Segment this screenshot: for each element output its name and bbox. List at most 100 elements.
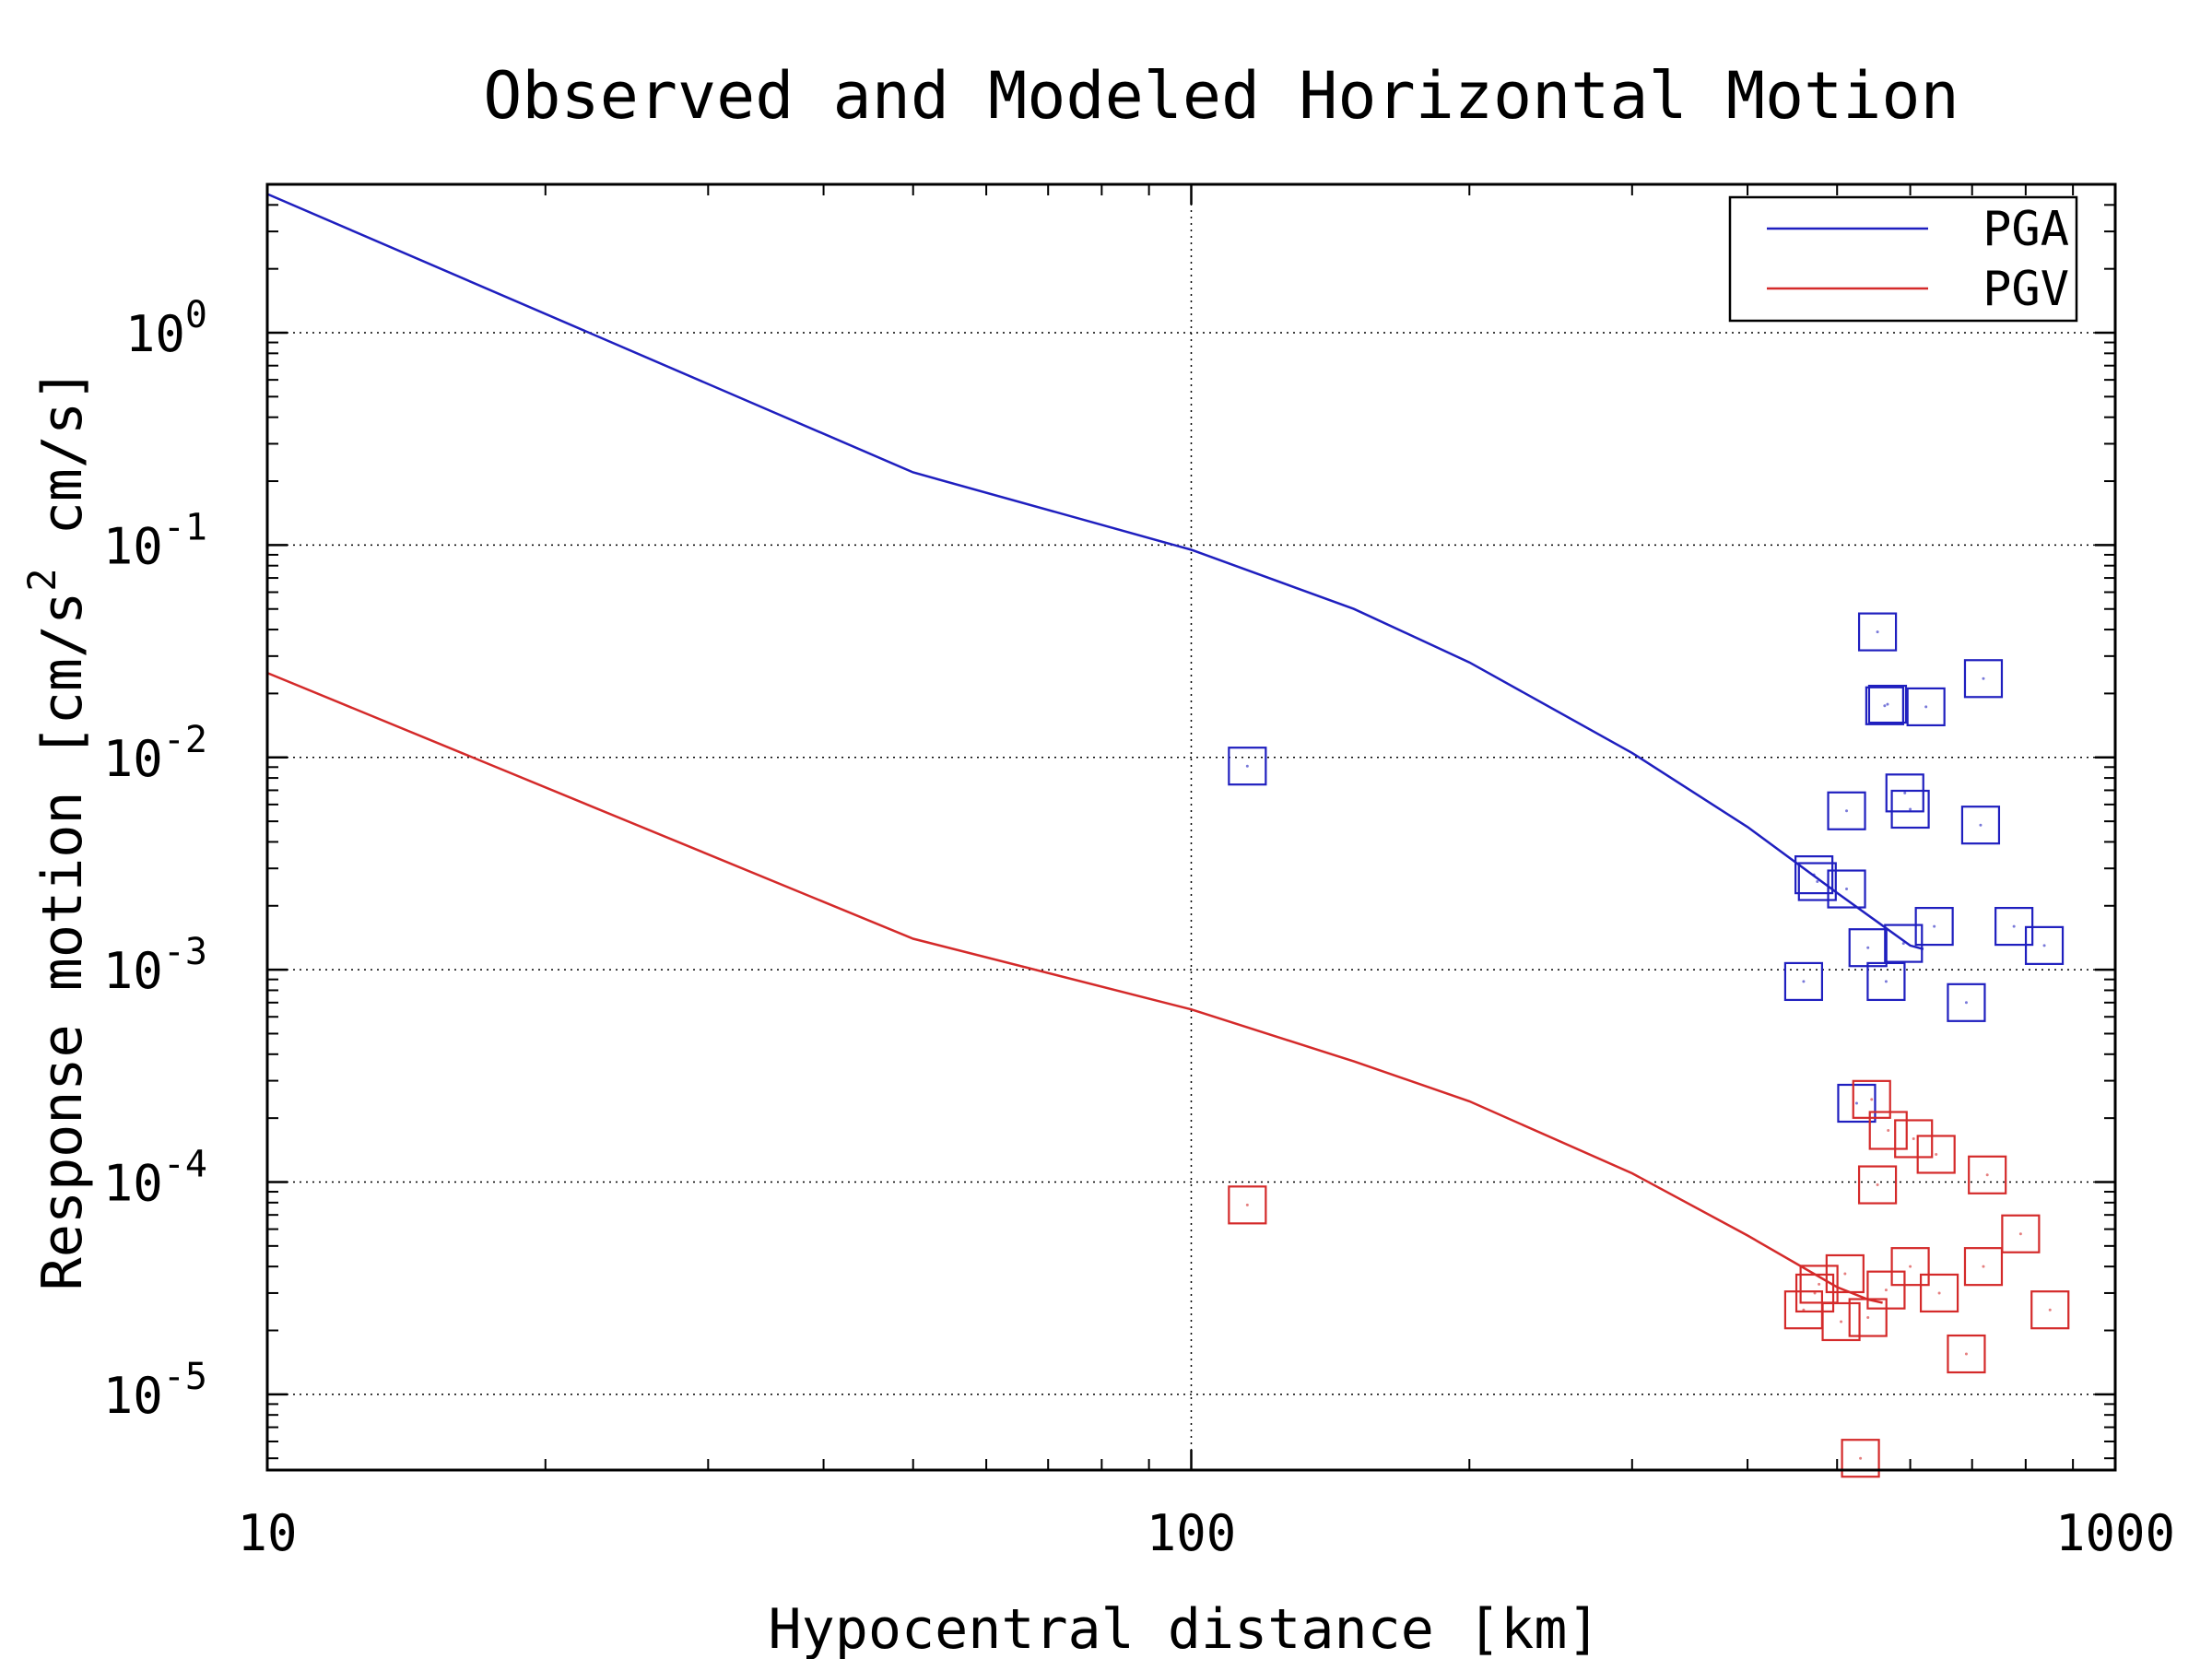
- pgv-observed-dot: [1876, 1183, 1879, 1187]
- pgv-observed-point: [1794, 1273, 1835, 1313]
- pgv-observed-dot: [1843, 1272, 1847, 1276]
- pgv-observed-dot: [1866, 1316, 1870, 1320]
- pga-observed-dot: [1903, 791, 1907, 794]
- pgv-observed-point: [1947, 1334, 1986, 1374]
- pga-observed-dot: [1883, 704, 1887, 708]
- pga-observed-dot: [1886, 702, 1889, 706]
- pgv-observed-point: [1228, 1185, 1267, 1225]
- pga-observed-point: [1827, 791, 1866, 830]
- plot-area: [265, 182, 2117, 1478]
- pga-observed-dot: [1901, 942, 1905, 946]
- legend-label-pgv: PGV: [1983, 262, 2069, 317]
- pgv-observed-point: [1857, 1165, 1898, 1205]
- pgv-observed-point: [2001, 1214, 2041, 1253]
- pgv-observed-dot: [2018, 1232, 2022, 1236]
- pga-observed-point: [1884, 924, 1924, 963]
- pga-observed-dot: [1802, 980, 1806, 983]
- pgv-observed-dot: [1909, 1265, 1912, 1268]
- y-axis-label-superscript: 2: [19, 568, 65, 591]
- pgv-observed-dot: [1840, 1320, 1843, 1324]
- y-tick-label: 10-1: [103, 506, 207, 575]
- pgv-observed-point: [1890, 1247, 1930, 1287]
- pga-observed-dot: [1933, 924, 1936, 928]
- pgv-observed-dot: [1818, 1282, 1821, 1286]
- x-axis-label: Hypocentral distance [km]: [768, 1597, 1600, 1659]
- pgv-observed-dot: [1935, 1152, 1938, 1156]
- y-axis-label-rest: cm/s]: [30, 369, 95, 569]
- y-tick-label: 10-3: [103, 931, 207, 1000]
- pga-observed-point: [1866, 961, 1906, 1002]
- pga-observed-point: [1827, 869, 1866, 909]
- pga-observed-dot: [1866, 946, 1870, 949]
- pga-observed-dot: [2012, 924, 2016, 928]
- pgv-model-line: [266, 671, 1883, 1304]
- pgv-observed-point: [1916, 1135, 1956, 1174]
- pga-observed-dot: [1245, 764, 1249, 768]
- pgv-observed-point: [1852, 1079, 1891, 1119]
- pgv-observed-point: [1799, 1265, 1839, 1304]
- pga-observed-point: [2024, 925, 2065, 965]
- pgv-observed-point: [1919, 1273, 1959, 1313]
- pga-observed-point: [1783, 961, 1824, 1002]
- pgv-observed-dot: [1245, 1203, 1249, 1206]
- pga-observed-point: [1797, 862, 1837, 901]
- y-tick-label: 10-2: [103, 719, 207, 788]
- pgv-observed-point: [1968, 1155, 2007, 1194]
- pgv-observed-dot: [1859, 1456, 1863, 1460]
- pgv-observed-dot: [2048, 1308, 2052, 1312]
- pga-observed-dot: [1876, 630, 1879, 634]
- pgv-observed-dot: [1937, 1291, 1941, 1295]
- pga-observed-dot: [1884, 980, 1888, 983]
- y-axis-ticks: 100 10-1 10-2 10-3 10-4 10-5: [103, 294, 207, 1425]
- pga-observed-dot: [1816, 880, 1819, 884]
- pga-observed-dot: [1909, 807, 1912, 811]
- pga-observed-dot: [1812, 873, 1816, 877]
- pga-observed-point: [1963, 659, 2004, 699]
- pga-observed-point: [1837, 1083, 1877, 1124]
- pgv-observed-point: [1848, 1298, 1888, 1337]
- pga-observed-point: [1867, 684, 1908, 724]
- pga-observed-dot: [1979, 823, 1983, 827]
- pga-observed-dot: [1924, 705, 1928, 709]
- grid-lines: [267, 184, 2115, 1470]
- pga-observed-dot: [1964, 1001, 1968, 1005]
- pga-observed-point: [1890, 789, 1930, 830]
- y-axis-label: Response motion [cm/s2 cm/s]: [19, 369, 95, 1291]
- pgv-observed-dot: [1982, 1265, 1985, 1268]
- x-tick-label: 1000: [2055, 1504, 2175, 1562]
- pga-observed-point: [1914, 907, 1954, 947]
- pga-observed-point: [1947, 982, 1986, 1022]
- pga-observed-point: [1885, 773, 1924, 813]
- chart-title: Observed and Modeled Horizontal Motion: [483, 58, 1959, 134]
- pgv-observed-dot: [1912, 1136, 1915, 1140]
- pgv-observed-dot: [1887, 1129, 1890, 1133]
- pgv-observed-point: [1963, 1247, 2004, 1287]
- pga-observed-dot: [1845, 888, 1849, 891]
- x-tick-label: 100: [1147, 1504, 1237, 1562]
- pga-observed-dot: [1854, 1101, 1858, 1105]
- pga-observed-point: [1857, 612, 1898, 652]
- pga-observed-dot: [1845, 809, 1849, 813]
- pga-observed-point: [1228, 747, 1267, 786]
- pgv-observed-point: [1894, 1119, 1934, 1159]
- pgv-observed-dot: [1870, 1098, 1874, 1101]
- pga-model-line: [266, 193, 1924, 951]
- y-tick-label: 10-5: [103, 1356, 207, 1425]
- pgv-observed-dot: [1884, 1288, 1888, 1292]
- pga-observed-dot: [1982, 677, 1985, 680]
- pga-observed-dot: [2042, 944, 2046, 947]
- y-axis-label-main: Response motion [cm/s: [30, 592, 95, 1291]
- pgv-observed-point: [1868, 1111, 1908, 1150]
- x-tick-label: 10: [237, 1504, 297, 1562]
- pga-observed-point: [1865, 686, 1904, 725]
- pgv-observed-dot: [1802, 1308, 1806, 1312]
- y-tick-label: 10-4: [103, 1143, 207, 1212]
- series-layer: [266, 193, 2070, 1478]
- x-axis-ticks: 10 100 1000: [237, 1504, 2175, 1562]
- pgv-observed-dot: [1964, 1352, 1968, 1356]
- pga-observed-point: [1960, 806, 2001, 845]
- pga-observed-point: [1794, 855, 1834, 895]
- pgv-observed-point: [2030, 1290, 2070, 1330]
- legend-label-pga: PGA: [1983, 202, 2069, 257]
